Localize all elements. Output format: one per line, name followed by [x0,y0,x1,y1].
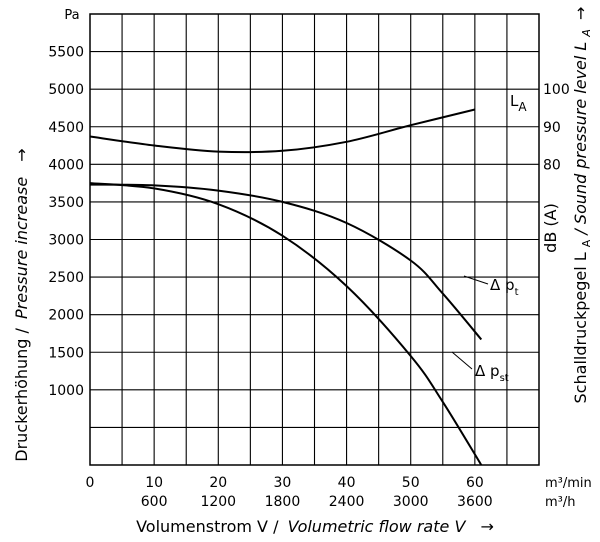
y2-axis-title-de-sub: A [580,239,593,247]
x-secondary-tick-label: 3600 [457,494,493,510]
curve-sound-level-la-label: LA [510,92,527,114]
curve-static-pressure-dpst [89,182,483,466]
x-secondary-tick-label: 3000 [393,494,429,510]
x-secondary-tick-label: 600 [141,494,168,510]
y-tick-label: 2000 [48,308,84,324]
x-primary-unit: m³/min [545,476,592,491]
x-tick-label: 10 [145,475,163,491]
curve-sound-level-la [89,108,476,154]
x-axis-title-de: Volumenstrom V / [136,517,279,536]
y-axis-title-de: Druckerhöhung / [12,327,31,461]
curve-labels: LA Δ pt Δ pst [451,92,527,384]
y-tick-label: 3000 [48,233,84,249]
x-axis-arrow: → [480,517,493,536]
y2-axis-title: Schalldruckpegel L A / Sound pressure le… [571,7,594,404]
y-tick-label: 1000 [48,383,84,399]
y-tick-label: 2500 [48,270,84,286]
x-secondary-unit: m³/h [545,495,576,510]
y2-unit-label: dB (A) [541,203,560,253]
curve-total-pressure-dpt [89,183,483,341]
x-axis-title-en: Volumetric flow rate V [288,517,467,536]
y-tick-label: 5000 [48,82,84,98]
y2-tick-labels: 80 90 100 [543,82,570,173]
y-axis-arrow: → [12,148,31,161]
y-tick-label: 5500 [48,45,84,61]
y2-tick-label: 90 [543,120,561,136]
x-tick-label: 60 [466,475,484,491]
y-tick-label: 3500 [48,195,84,211]
x-secondary-tick-label: 1800 [265,494,301,510]
y-tick-label: 1500 [48,345,84,361]
label-leader-line [463,275,489,285]
y2-axis-arrow: → [571,7,590,20]
x-tick-label: 0 [86,475,95,491]
x-tick-label: 40 [338,475,356,491]
y-unit-label: Pa [64,8,79,23]
x-secondary-tick-labels: 600 1200 1800 2400 3000 3600 [141,494,493,510]
plot-frame [89,13,540,466]
y-axis-title: Druckerhöhung / Pressure increase → [12,148,31,461]
curve-total-pressure-dpt-label: Δ pt [490,276,519,298]
x-axis-title: Volumenstrom V / Volumetric flow rate V … [136,517,494,536]
x-secondary-tick-label: 2400 [329,494,365,510]
y2-axis-title-de: Schalldruckpegel L [571,252,590,403]
grid [90,14,539,465]
x-tick-labels: 0 10 20 30 40 50 60 [86,475,484,491]
x-secondary-tick-label: 1200 [200,494,236,510]
curves [89,108,483,466]
x-tick-label: 50 [402,475,420,491]
x-tick-label: 30 [274,475,292,491]
y2-tick-label: 100 [543,82,570,98]
y-tick-label: 4500 [48,120,84,136]
y-tick-labels: 1000 1500 2000 2500 3000 3500 4000 4500 5000 5500 [48,45,84,399]
y2-axis-title-en-sub: A [580,29,593,38]
y2-axis-title-en: / Sound pressure level L [571,42,590,237]
y-tick-label: 4000 [48,157,84,173]
y2-tick-label: 80 [543,157,561,173]
x-tick-label: 20 [209,475,227,491]
curve-static-pressure-dpst-label: Δ pst [475,362,509,384]
y-axis-title-en: Pressure increase [12,177,31,319]
label-leader-line [451,351,473,370]
